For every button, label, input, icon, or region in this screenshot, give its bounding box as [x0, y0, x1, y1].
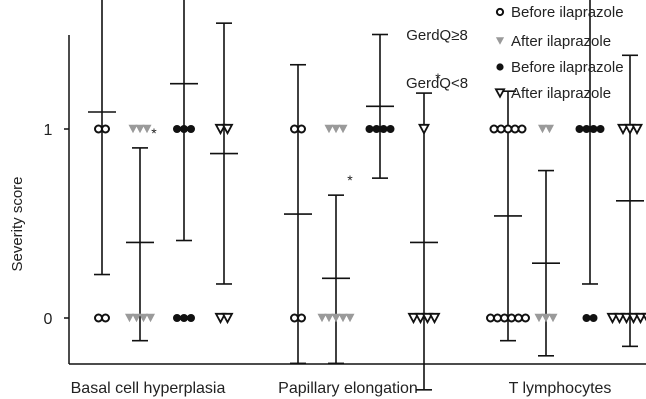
data-point [214, 312, 227, 325]
data-point [514, 313, 523, 323]
data-point [101, 313, 110, 323]
significance-star: * [435, 70, 441, 86]
data-point [214, 123, 227, 136]
legend: GerdQ≥8 Before ilaprazole After ilaprazole… [406, 4, 624, 102]
data-point [338, 313, 348, 323]
data-point [493, 313, 502, 323]
data-point [221, 123, 234, 136]
data-point [634, 312, 646, 325]
data-point [173, 314, 181, 322]
x-category-label: Basal cell hyperplasia [71, 380, 226, 397]
data-point [596, 125, 605, 133]
data-point [187, 125, 195, 133]
data-point [135, 124, 145, 134]
data-point [386, 125, 395, 133]
legend-marker [495, 7, 505, 17]
legend-marker [495, 37, 505, 45]
legend-group-label: GerdQ<8 [406, 75, 468, 92]
data-point [379, 125, 388, 133]
data-point [606, 312, 619, 325]
data-point [372, 125, 381, 133]
data-point [221, 312, 234, 325]
data-point [101, 124, 110, 134]
data-point [627, 312, 640, 325]
data-point [616, 123, 630, 136]
data-point [417, 123, 431, 136]
data-point [582, 314, 591, 322]
data-point [421, 312, 434, 325]
chart-marks: * * * [88, 0, 646, 391]
data-point [489, 124, 499, 134]
data-point [290, 124, 299, 134]
data-point [125, 313, 134, 323]
data-point [507, 313, 516, 323]
data-point [545, 124, 554, 134]
legend-entry-label: Before ilaprazole [511, 59, 624, 76]
y-tick-label: 0 [44, 311, 53, 328]
data-point [146, 313, 155, 323]
data-point [297, 124, 306, 134]
data-point [589, 125, 598, 133]
data-point [589, 314, 598, 322]
data-point [620, 312, 633, 325]
legend-entry-label: Before ilaprazole [511, 4, 624, 21]
significance-star: * [151, 125, 157, 141]
data-point [142, 124, 152, 134]
x-category-label: T lymphocytes [509, 380, 612, 397]
legend-entry-label: After ilaprazole [511, 33, 611, 50]
data-point [94, 124, 103, 134]
data-point [517, 124, 527, 134]
data-point [548, 313, 558, 323]
data-point [338, 124, 348, 134]
data-point [94, 313, 103, 323]
legend-entry-label: After ilaprazole [511, 85, 611, 102]
data-point [331, 313, 341, 323]
data-point [503, 124, 513, 134]
significance-star: * [347, 172, 353, 188]
data-point [187, 314, 195, 322]
data-point [139, 313, 148, 323]
data-point [173, 125, 181, 133]
y-axis-label: Severity score [9, 176, 26, 271]
data-point [575, 125, 584, 133]
data-point [180, 125, 188, 133]
data-point [132, 313, 141, 323]
data-point [582, 125, 591, 133]
data-point [613, 312, 626, 325]
data-point [486, 313, 495, 323]
data-point [331, 124, 341, 134]
data-point [297, 313, 306, 323]
x-category-label: Papillary elongation [278, 380, 418, 397]
data-point [521, 313, 530, 323]
data-point [365, 125, 374, 133]
data-point [414, 312, 427, 325]
data-point [510, 124, 520, 134]
data-point [630, 123, 644, 136]
data-point [324, 313, 334, 323]
y-tick-label: 1 [44, 122, 53, 139]
data-point [324, 124, 334, 134]
data-point [534, 313, 544, 323]
legend-group-label: GerdQ≥8 [406, 27, 468, 44]
data-point [541, 313, 551, 323]
legend-marker [494, 88, 506, 99]
data-point [428, 312, 441, 325]
data-point [500, 313, 509, 323]
legend-marker [496, 63, 504, 71]
data-point [623, 123, 637, 136]
data-point [317, 313, 327, 323]
data-point [180, 314, 188, 322]
data-point [496, 124, 506, 134]
data-point [538, 124, 547, 134]
data-point [641, 312, 646, 322]
data-point [290, 313, 299, 323]
data-point [128, 124, 138, 134]
data-point [345, 313, 355, 323]
data-point [407, 312, 420, 325]
